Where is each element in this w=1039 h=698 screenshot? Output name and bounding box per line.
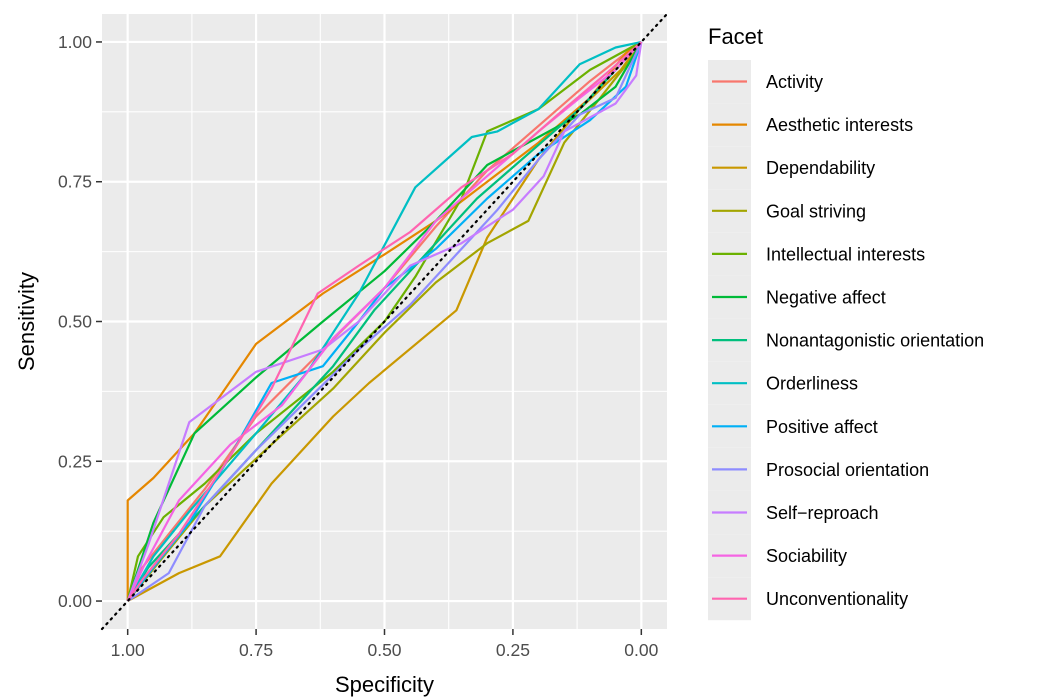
legend-label: Prosocial orientation (766, 460, 929, 480)
legend-label: Dependability (766, 158, 875, 178)
legend-label: Intellectual interests (766, 244, 925, 264)
legend-label: Goal striving (766, 201, 866, 221)
legend-item: Intellectual interests (708, 232, 925, 276)
legend-title: Facet (708, 24, 763, 49)
legend-label: Activity (766, 72, 823, 92)
y-tick-label: 0.50 (58, 312, 92, 332)
series-line-orderliness (126, 40, 642, 602)
y-tick-label: 1.00 (58, 32, 92, 52)
legend-label: Nonantagonistic orientation (766, 331, 984, 351)
x-tick-label: 0.75 (239, 640, 273, 660)
legend-label: Negative affect (766, 288, 886, 308)
x-tick-label: 0.25 (496, 640, 530, 660)
y-tick-label: 0.00 (58, 591, 92, 611)
y-axis-title: Sensitivity (14, 272, 39, 371)
series-line-sociability (126, 41, 643, 602)
legend-item: Dependability (708, 146, 875, 190)
x-tick-label: 0.00 (624, 640, 658, 660)
legend-item: Sociability (708, 534, 847, 578)
series-line-prosocial-orientation (127, 41, 643, 602)
y-tick-label: 0.25 (58, 451, 92, 471)
legend-item: Aesthetic interests (708, 103, 913, 147)
legend-label: Aesthetic interests (766, 115, 913, 135)
legend-label: Sociability (766, 546, 847, 566)
y-tick-label: 0.75 (58, 172, 92, 192)
x-axis-title: Specificity (335, 672, 434, 697)
legend-item: Self−reproach (708, 491, 879, 534)
legend-label: Orderliness (766, 374, 858, 394)
legend-item: Activity (708, 60, 823, 103)
legend: Facet Activity Aesthetic interests Dependa… (708, 24, 984, 621)
legend-item: Negative affect (708, 275, 886, 319)
y-axis: 0.00 0.25 0.50 0.75 1.00 (58, 32, 102, 611)
legend-label: Self−reproach (766, 503, 879, 523)
legend-item: Positive affect (708, 404, 878, 448)
series-line-self-reproach (126, 41, 643, 602)
legend-item: Orderliness (708, 361, 858, 405)
x-tick-label: 1.00 (111, 640, 145, 660)
diagonal-reference-line (100, 12, 669, 631)
series-line-negative-affect (126, 41, 643, 602)
legend-item: Nonantagonistic orientation (708, 318, 984, 362)
legend-item: Prosocial orientation (708, 447, 929, 491)
x-tick-label: 0.50 (367, 640, 401, 660)
series-line-unconventionality (126, 41, 643, 602)
series-line-intellectual-interests (126, 41, 642, 602)
legend-item: Unconventionality (708, 577, 908, 621)
series-line-positive-affect (126, 41, 643, 602)
legend-item: Goal striving (708, 189, 866, 233)
legend-label: Unconventionality (766, 589, 908, 609)
legend-label: Positive affect (766, 417, 878, 437)
x-axis: 1.00 0.75 0.50 0.25 0.00 (111, 629, 659, 660)
